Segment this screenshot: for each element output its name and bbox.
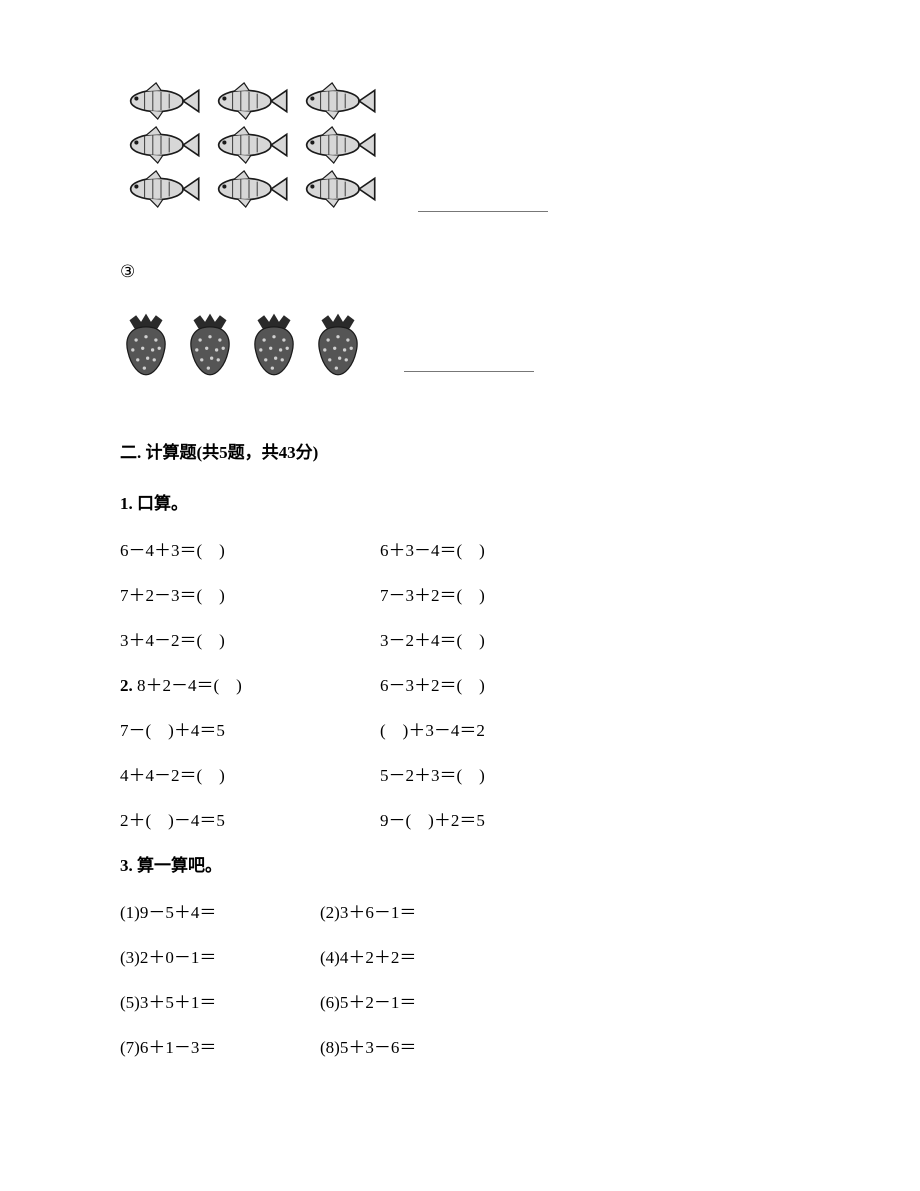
equation-cell: 6－3＋2＝( ) [380, 671, 640, 696]
equation-row: 4＋4－2＝( ) 5－2＋3＝( ) [120, 761, 800, 786]
equation-cell: 7＋2－3＝( ) [120, 581, 380, 606]
q1-title: 1. 口算。 [120, 489, 800, 514]
equation-cell: 4＋4－2＝( ) [120, 761, 380, 786]
fish-icon [208, 168, 290, 210]
equation-cell: 2. 8＋2－4＝( ) [120, 671, 380, 696]
fish-icon [296, 124, 378, 166]
fish-row [120, 80, 378, 122]
equation-row: 7＋2－3＝( ) 7－3＋2＝( ) [120, 581, 800, 606]
q3-title: 3. 算一算吧。 [120, 851, 800, 876]
section-2-title: 二. 计算题(共5题，共43分) [120, 438, 800, 463]
fish-icon [296, 168, 378, 210]
strawberry-icon [248, 312, 300, 378]
equation-cell: (6)5＋2－1＝ [320, 988, 580, 1013]
equation-row: 2. 8＋2－4＝( ) 6－3＋2＝( ) [120, 671, 800, 696]
fish-icon [208, 80, 290, 122]
fish-row [120, 168, 378, 210]
equation-row: (7)6＋1－3＝ (8)5＋3－6＝ [120, 1033, 800, 1058]
fish-icon [120, 168, 202, 210]
equation-cell: 6－4＋3＝( ) [120, 536, 380, 561]
equation-cell: 2＋( )－4＝5 [120, 806, 380, 831]
equation-cell: (3)2＋0－1＝ [120, 943, 320, 968]
q2-lead: 2. [120, 676, 137, 695]
equation-cell: (1)9－5＋4＝ [120, 898, 320, 923]
equation-cell: 5－2＋3＝( ) [380, 761, 640, 786]
equation-cell: (4)4＋2＋2＝ [320, 943, 580, 968]
q3-title-text: 3. 算一算吧。 [120, 856, 222, 875]
equation-cell: 6＋3－4＝( ) [380, 536, 640, 561]
equation-cell: (7)6＋1－3＝ [120, 1033, 320, 1058]
strawberry-icon [184, 312, 236, 378]
answer-blank-line [418, 198, 548, 212]
answer-blank-line [404, 358, 534, 372]
equation-row: 2＋( )－4＝5 9－( )＋2＝5 [120, 806, 800, 831]
fish-row [120, 124, 378, 166]
fish-icon [208, 124, 290, 166]
equation-row: (1)9－5＋4＝ (2)3＋6－1＝ [120, 898, 800, 923]
fish-icon [296, 80, 378, 122]
strawberry-icon [120, 312, 172, 378]
berry-row [120, 312, 364, 378]
equation-row: 3＋4－2＝( ) 3－2＋4＝( ) [120, 626, 800, 651]
equation-cell: ( )＋3－4＝2 [380, 716, 640, 741]
question-marker-3: ③ [120, 262, 800, 282]
fish-icon [120, 124, 202, 166]
equation-cell: (5)3＋5＋1＝ [120, 988, 320, 1013]
equation-text: 8＋2－4＝( ) [137, 676, 242, 695]
fish-grid [120, 80, 378, 210]
equation-cell: 7－( )＋4＝5 [120, 716, 380, 741]
equation-row: 6－4＋3＝( ) 6＋3－4＝( ) [120, 536, 800, 561]
fish-question-block [120, 80, 800, 218]
equation-cell: (8)5＋3－6＝ [320, 1033, 580, 1058]
equation-row: (3)2＋0－1＝ (4)4＋2＋2＝ [120, 943, 800, 968]
equation-cell: 9－( )＋2＝5 [380, 806, 640, 831]
equation-cell: 7－3＋2＝( ) [380, 581, 640, 606]
equation-row: 7－( )＋4＝5 ( )＋3－4＝2 [120, 716, 800, 741]
equation-row: (5)3＋5＋1＝ (6)5＋2－1＝ [120, 988, 800, 1013]
berry-question-block [120, 312, 800, 378]
equation-cell: (2)3＋6－1＝ [320, 898, 580, 923]
equation-cell: 3＋4－2＝( ) [120, 626, 380, 651]
strawberry-icon [312, 312, 364, 378]
q1-title-text: 1. 口算。 [120, 494, 188, 513]
fish-icon [120, 80, 202, 122]
equation-cell: 3－2＋4＝( ) [380, 626, 640, 651]
